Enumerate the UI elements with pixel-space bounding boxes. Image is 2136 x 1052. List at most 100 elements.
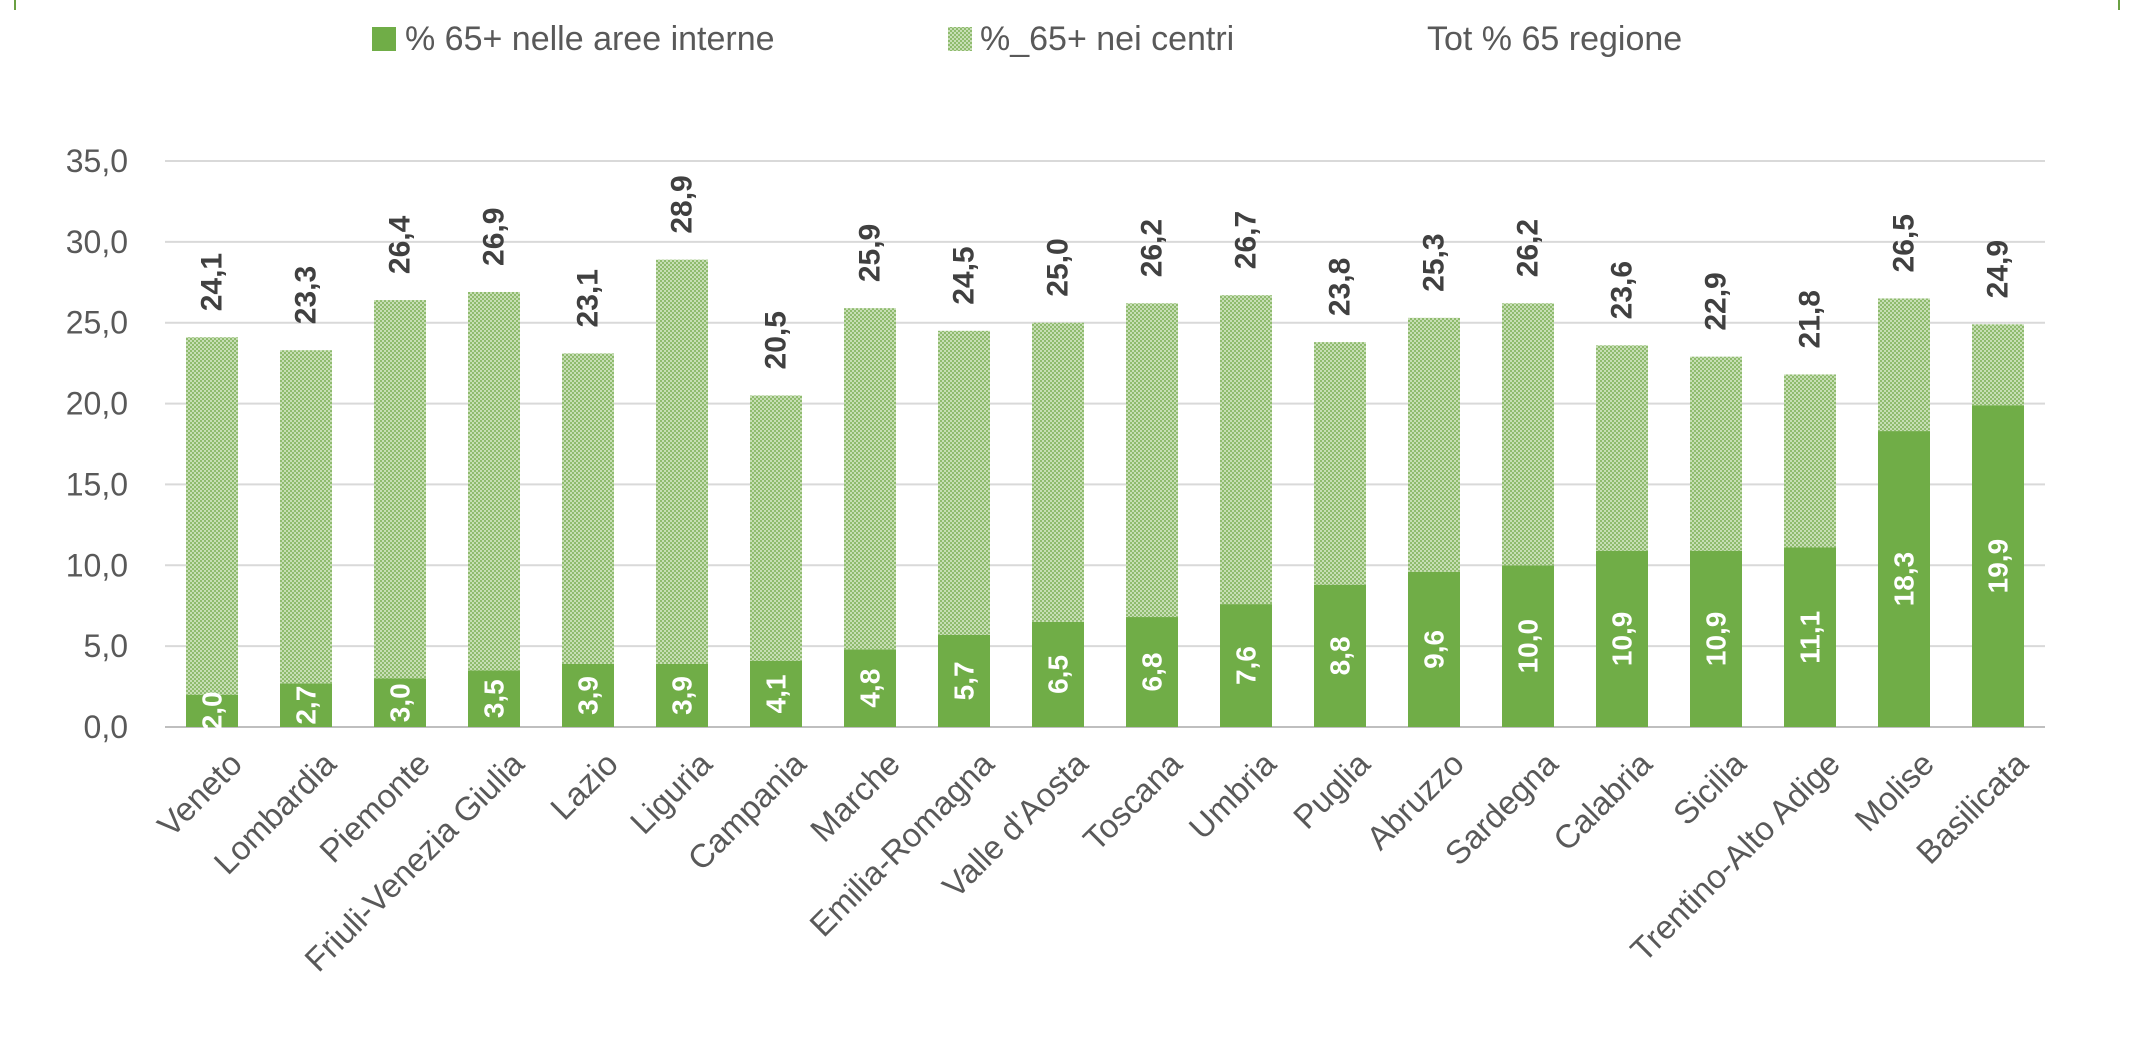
- bar-aree-interne: [938, 634, 990, 727]
- x-tick-label: Sicilia: [1666, 744, 1754, 832]
- bar-aree-interne-label: 6,8: [1137, 653, 1168, 692]
- y-tick-label: 30,0: [66, 224, 128, 260]
- bar-aree-interne: [1784, 547, 1836, 727]
- legend-swatch-aree-interne: [372, 27, 396, 51]
- bar-centri: [1784, 374, 1836, 548]
- bar-aree-interne: [1126, 617, 1178, 727]
- bar-centri: [1596, 345, 1648, 551]
- bar-aree-interne: [1972, 405, 2024, 727]
- bar-aree-interne-label: 18,3: [1889, 552, 1920, 607]
- bar-aree-interne: [186, 694, 238, 727]
- bar-centri: [1690, 356, 1742, 551]
- total-label: 25,0: [1042, 238, 1075, 296]
- bar-aree-interne: [562, 663, 614, 727]
- total-label: 23,3: [290, 266, 323, 324]
- frame-corner-right: [2118, 0, 2120, 10]
- legend-swatch-centri: [948, 27, 972, 51]
- bar-aree-interne: [1596, 550, 1648, 727]
- bar-aree-interne-label: 10,9: [1701, 612, 1732, 667]
- total-label: 26,5: [1888, 214, 1921, 272]
- total-label: 26,7: [1230, 211, 1263, 269]
- bar-centri: [1220, 295, 1272, 605]
- total-label: 24,5: [948, 246, 981, 304]
- y-tick-label: 35,0: [66, 143, 128, 179]
- bar-centri: [750, 395, 802, 661]
- bar-centri: [1878, 298, 1930, 432]
- bar-aree-interne-label: 4,1: [761, 674, 792, 713]
- bar-centri: [1126, 303, 1178, 618]
- total-label: 20,5: [760, 311, 793, 369]
- gridlines: [165, 160, 2045, 728]
- x-tick-label: Calabria: [1546, 744, 1660, 858]
- total-label: 23,8: [1324, 258, 1357, 316]
- x-tick-label: Lazio: [543, 745, 625, 827]
- bar-aree-interne: [468, 670, 520, 727]
- bar-aree-interne-label: 3,0: [385, 683, 416, 722]
- total-label: 26,2: [1512, 219, 1545, 277]
- bar-aree-interne: [1878, 431, 1930, 727]
- total-label: 24,9: [1982, 240, 2015, 298]
- bar-aree-interne: [1314, 584, 1366, 727]
- bar-aree-interne: [374, 678, 426, 727]
- bar-aree-interne: [1220, 604, 1272, 727]
- bar-aree-interne: [1032, 621, 1084, 727]
- y-tick-label: 25,0: [66, 305, 128, 341]
- bar-aree-interne-label: 8,8: [1325, 636, 1356, 675]
- total-label: 25,9: [854, 224, 887, 282]
- bar-aree-interne-label: 2,0: [197, 691, 228, 730]
- total-label: 24,1: [196, 253, 229, 311]
- y-tick-label: 0,0: [84, 709, 128, 745]
- bar-aree-interne: [750, 660, 802, 727]
- bar-aree-interne-label: 3,5: [479, 679, 510, 718]
- bar-aree-interne: [280, 683, 332, 727]
- legend-label-aree-interne: % 65+ nelle aree interne: [405, 20, 775, 58]
- bar-centri: [374, 300, 426, 679]
- bar-centri: [280, 350, 332, 684]
- bar-aree-interne-label: 3,9: [667, 676, 698, 715]
- y-axis: 0,0 5,0 10,0 15,0 20,0 25,0 30,0 35,0: [66, 143, 128, 745]
- total-label: 23,6: [1606, 261, 1639, 319]
- total-label: 23,1: [572, 269, 605, 327]
- legend: % 65+ nelle aree interne %_65+ nei centri…: [372, 20, 1682, 58]
- bar-aree-interne-label: 10,9: [1607, 612, 1638, 667]
- bar-aree-interne-label: 6,5: [1043, 655, 1074, 694]
- x-tick-label: Puglia: [1286, 744, 1377, 835]
- total-label: 26,2: [1136, 219, 1169, 277]
- bar-centri: [1032, 322, 1084, 622]
- bar-aree-interne: [1408, 571, 1460, 727]
- bar-aree-interne: [656, 663, 708, 727]
- bar-aree-interne-label: 5,7: [949, 661, 980, 700]
- total-label: 26,9: [478, 208, 511, 266]
- y-tick-label: 5,0: [84, 628, 128, 664]
- bar-aree-interne-label: 7,6: [1231, 646, 1262, 685]
- bar-centri: [656, 259, 708, 664]
- bar-aree-interne-label: 4,8: [855, 669, 886, 708]
- legend-label-centri: %_65+ nei centri: [980, 20, 1234, 58]
- bar-aree-interne-label: 19,9: [1983, 539, 2014, 594]
- y-tick-label: 10,0: [66, 547, 128, 583]
- bar-aree-interne-label: 2,7: [291, 686, 322, 725]
- bar-centri: [1972, 324, 2024, 406]
- y-tick-label: 20,0: [66, 386, 128, 422]
- frame-corner-left: [14, 0, 16, 10]
- total-label: 21,8: [1794, 290, 1827, 348]
- bar-centri: [1314, 342, 1366, 585]
- bar-centri: [1502, 303, 1554, 566]
- total-label: 26,4: [384, 215, 417, 274]
- bar-aree-interne-label: 11,1: [1795, 611, 1826, 664]
- y-tick-label: 15,0: [66, 466, 128, 502]
- bar-aree-interne-label: 9,6: [1419, 630, 1450, 669]
- bars: 2,0 24,1 2,7 23,3 3,0 26,4 3,5 26,9 3,9 23,1 3,9 28…: [186, 175, 2024, 730]
- bar-aree-interne: [1690, 550, 1742, 727]
- bar-aree-interne-label: 10,0: [1513, 619, 1544, 674]
- total-label: 25,3: [1418, 233, 1451, 291]
- legend-label-totale: Tot % 65 regione: [1427, 20, 1682, 58]
- total-label: 28,9: [666, 175, 699, 233]
- bar-aree-interne-label: 3,9: [573, 676, 604, 715]
- bar-aree-interne: [1502, 565, 1554, 727]
- bar-centri: [1408, 317, 1460, 572]
- bar-centri: [562, 353, 614, 664]
